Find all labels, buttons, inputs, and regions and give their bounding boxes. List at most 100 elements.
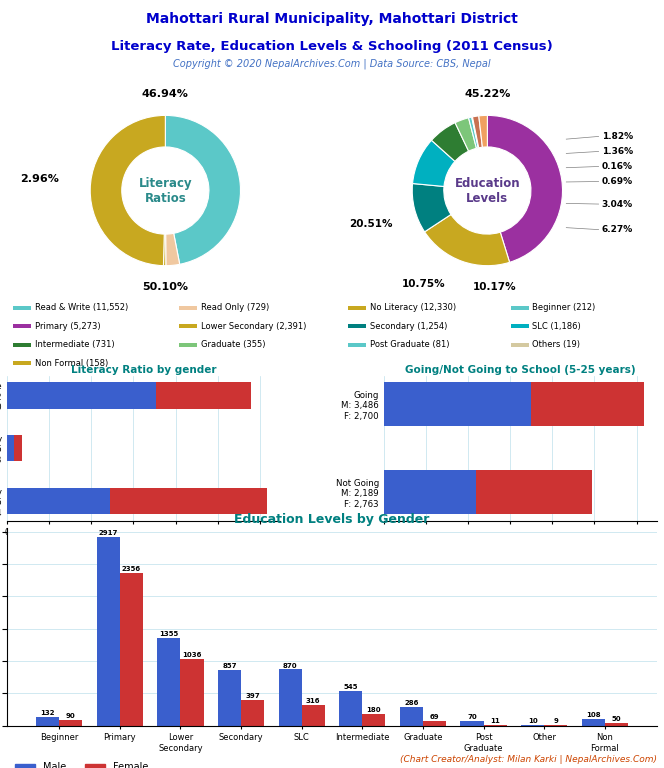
Text: Others (19): Others (19)	[533, 340, 580, 349]
Text: 20.51%: 20.51%	[349, 220, 392, 230]
Bar	[179, 306, 197, 310]
Text: 2917: 2917	[99, 530, 118, 536]
Bar	[13, 343, 31, 347]
Text: 10.75%: 10.75%	[402, 280, 446, 290]
Bar	[400, 707, 423, 726]
Bar	[349, 324, 366, 329]
Bar	[605, 723, 627, 726]
Bar	[97, 537, 120, 726]
Text: Read Only (729): Read Only (729)	[201, 303, 269, 313]
Bar	[511, 306, 529, 310]
Title: Literacy Ratio by gender: Literacy Ratio by gender	[70, 365, 216, 375]
Text: Primary (5,273): Primary (5,273)	[35, 322, 100, 331]
Text: 132: 132	[41, 710, 55, 717]
Bar	[13, 306, 31, 310]
Wedge shape	[163, 234, 166, 266]
Text: SLC (1,186): SLC (1,186)	[533, 322, 581, 331]
Bar	[241, 700, 264, 726]
Bar	[120, 574, 143, 726]
Bar	[7, 488, 110, 515]
Text: 1.36%: 1.36%	[602, 147, 633, 156]
Bar	[349, 306, 366, 310]
Title: Going/Not Going to School (5-25 years): Going/Not Going to School (5-25 years)	[405, 365, 636, 375]
Bar	[301, 705, 325, 726]
Legend: Male, Female: Male, Female	[11, 759, 152, 768]
Text: 2.96%: 2.96%	[20, 174, 58, 184]
Bar	[349, 343, 366, 347]
Bar	[531, 382, 644, 426]
Text: Mahottari Rural Municipality, Mahottari District: Mahottari Rural Municipality, Mahottari …	[146, 12, 518, 25]
Text: 69: 69	[430, 714, 440, 720]
Bar	[157, 382, 250, 409]
Bar	[15, 435, 22, 462]
Bar	[511, 343, 529, 347]
Text: 70: 70	[467, 714, 477, 720]
Text: 50.10%: 50.10%	[142, 282, 189, 292]
Bar	[179, 343, 197, 347]
Text: Education
Levels: Education Levels	[455, 177, 520, 204]
Bar	[157, 638, 181, 726]
Text: 1355: 1355	[159, 631, 179, 637]
Bar	[423, 721, 446, 726]
Wedge shape	[473, 116, 483, 147]
Text: 1036: 1036	[183, 652, 202, 657]
Bar	[181, 659, 203, 726]
Text: Secondary (1,254): Secondary (1,254)	[370, 322, 447, 331]
Wedge shape	[165, 233, 180, 266]
Text: Beginner (212): Beginner (212)	[533, 303, 596, 313]
Text: 2356: 2356	[122, 567, 141, 572]
Bar	[339, 690, 363, 726]
Bar	[476, 470, 592, 515]
Wedge shape	[424, 214, 509, 266]
Text: 9: 9	[553, 718, 558, 724]
Text: Graduate (355): Graduate (355)	[201, 340, 265, 349]
Text: Copyright © 2020 NepalArchives.Com | Data Source: CBS, Nepal: Copyright © 2020 NepalArchives.Com | Dat…	[173, 58, 491, 68]
Text: 10.17%: 10.17%	[473, 282, 517, 292]
Wedge shape	[455, 118, 477, 151]
Bar	[7, 382, 157, 409]
Wedge shape	[412, 184, 451, 232]
Text: 180: 180	[367, 707, 381, 713]
Bar	[511, 324, 529, 329]
Bar	[59, 720, 82, 726]
Text: Non Formal (158): Non Formal (158)	[35, 359, 108, 368]
Bar	[37, 717, 59, 726]
Text: 316: 316	[306, 698, 321, 704]
Wedge shape	[90, 115, 165, 266]
Text: 6.27%: 6.27%	[602, 225, 633, 234]
Bar	[13, 362, 31, 366]
Text: 0.69%: 0.69%	[602, 177, 633, 186]
Text: Lower Secondary (2,391): Lower Secondary (2,391)	[201, 322, 306, 331]
Text: 45.22%: 45.22%	[464, 89, 511, 99]
Bar	[179, 324, 197, 329]
Bar	[13, 324, 31, 329]
Bar	[384, 382, 531, 426]
Text: 50: 50	[612, 716, 621, 722]
Wedge shape	[432, 123, 469, 161]
Legend: Male, Female: Male, Female	[78, 532, 208, 548]
Text: Literacy Rate, Education Levels & Schooling (2011 Census): Literacy Rate, Education Levels & School…	[111, 40, 553, 53]
Wedge shape	[412, 141, 455, 187]
Text: 857: 857	[222, 664, 237, 670]
Text: 10: 10	[528, 718, 537, 724]
Bar	[218, 670, 241, 726]
Wedge shape	[487, 115, 562, 263]
Text: Read & Write (11,552): Read & Write (11,552)	[35, 303, 128, 313]
Wedge shape	[165, 115, 240, 264]
Text: 870: 870	[283, 663, 297, 668]
Text: 1.82%: 1.82%	[602, 132, 633, 141]
Bar	[363, 714, 385, 726]
Text: (Chart Creator/Analyst: Milan Karki | NepalArchives.Com): (Chart Creator/Analyst: Milan Karki | Ne…	[400, 755, 657, 764]
Bar	[279, 670, 301, 726]
Bar	[461, 721, 483, 726]
Bar	[110, 488, 267, 515]
Text: 286: 286	[404, 700, 418, 707]
Wedge shape	[471, 117, 479, 148]
Text: 46.94%: 46.94%	[142, 89, 189, 99]
Wedge shape	[469, 117, 478, 148]
Title: Education Levels by Gender: Education Levels by Gender	[234, 514, 430, 527]
Text: 90: 90	[66, 713, 76, 719]
Text: Intermediate (731): Intermediate (731)	[35, 340, 114, 349]
Legend: Male, Female: Male, Female	[456, 532, 586, 548]
Bar	[384, 470, 476, 515]
